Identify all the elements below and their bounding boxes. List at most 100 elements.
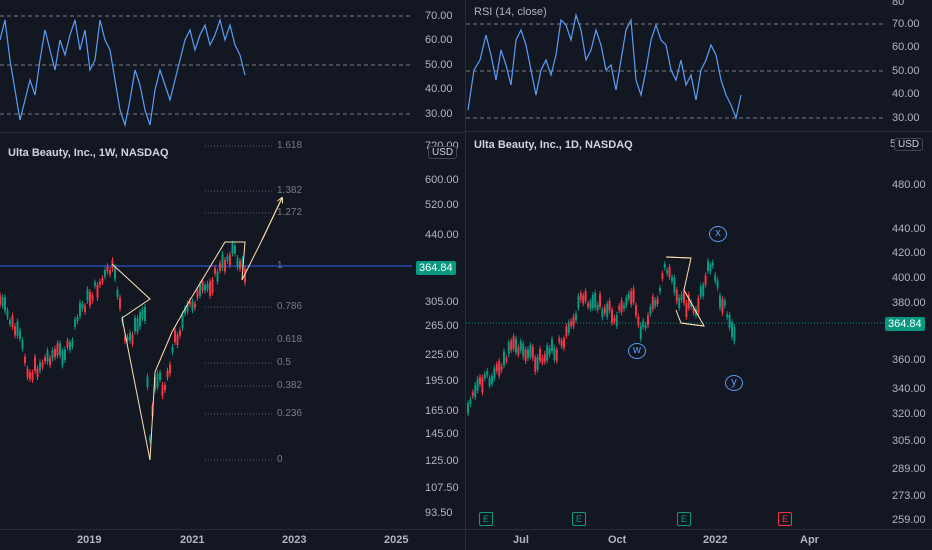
left-pane-separator[interactable] bbox=[0, 132, 465, 133]
candle-body bbox=[44, 357, 46, 362]
candle-body bbox=[649, 306, 652, 315]
right-chart-canvas bbox=[466, 12, 884, 417]
candle-body bbox=[522, 343, 525, 357]
candle-body bbox=[31, 372, 34, 380]
candle-body bbox=[644, 325, 647, 329]
candle-body bbox=[608, 300, 611, 311]
right-rsi-tick: 60.00 bbox=[892, 41, 920, 53]
right-price-tick: 320.00 bbox=[892, 408, 926, 420]
candle-body bbox=[186, 303, 189, 312]
candle-body bbox=[702, 285, 705, 296]
candle-body bbox=[714, 275, 717, 282]
candle-body bbox=[651, 296, 654, 309]
candle-body bbox=[129, 332, 131, 341]
pane-divider[interactable] bbox=[465, 0, 466, 550]
earnings-marker-upcoming[interactable]: E bbox=[778, 512, 792, 526]
right-currency-button[interactable]: USD bbox=[894, 138, 924, 151]
right-chart-pane[interactable]: RSI (14, close) Ulta Beauty, Inc., 1D, N… bbox=[466, 0, 932, 550]
candle-body bbox=[109, 270, 111, 275]
candle-body bbox=[474, 384, 477, 398]
candle-body bbox=[194, 303, 196, 308]
right-candlesticks bbox=[467, 258, 736, 417]
left-price-tick: 225.00 bbox=[425, 349, 459, 361]
right-price-tick: 5 bbox=[890, 138, 896, 150]
candle-body bbox=[141, 309, 144, 319]
candle-body bbox=[584, 291, 587, 301]
right-pane-separator[interactable] bbox=[466, 131, 932, 132]
candle-body bbox=[21, 340, 24, 349]
left-chart-pane[interactable]: Ulta Beauty, Inc., 1W, NASDAQ 70.00 60.0… bbox=[0, 0, 465, 550]
candle-body bbox=[599, 294, 601, 308]
earnings-marker[interactable]: E bbox=[479, 512, 493, 526]
right-price-tick: 273.00 bbox=[892, 490, 926, 502]
left-price-tag: 364.84 bbox=[416, 261, 456, 275]
earnings-marker[interactable]: E bbox=[572, 512, 586, 526]
candle-body bbox=[86, 289, 89, 301]
right-time-tick: Oct bbox=[608, 534, 627, 546]
candle-body bbox=[687, 294, 690, 308]
candle-body bbox=[134, 317, 136, 332]
candle-body bbox=[54, 348, 56, 358]
candle-body bbox=[707, 261, 709, 271]
left-price-tick: 195.00 bbox=[425, 375, 459, 387]
candle-body bbox=[558, 338, 561, 342]
candle-body bbox=[680, 294, 683, 300]
candle-body bbox=[14, 326, 16, 336]
candle-body bbox=[161, 385, 164, 397]
candle-body bbox=[690, 301, 693, 307]
candle-body bbox=[613, 317, 616, 322]
candle-body bbox=[196, 289, 199, 298]
candle-body bbox=[579, 293, 582, 300]
candle-body bbox=[219, 263, 221, 271]
candle-body bbox=[176, 334, 179, 345]
candle-body bbox=[536, 356, 539, 370]
candle-body bbox=[59, 343, 61, 356]
candle-body bbox=[620, 300, 623, 313]
candle-body bbox=[632, 288, 635, 303]
right-rsi-tick: 30.00 bbox=[892, 112, 920, 124]
candle-body bbox=[6, 310, 9, 317]
candle-body bbox=[181, 314, 184, 329]
candle-body bbox=[171, 347, 174, 353]
candle-body bbox=[244, 268, 246, 283]
candle-body bbox=[726, 314, 729, 318]
candle-body bbox=[692, 308, 695, 313]
candle-body bbox=[224, 259, 226, 272]
left-price-tick: 125.00 bbox=[425, 455, 459, 467]
candle-body bbox=[169, 364, 171, 374]
candle-body bbox=[733, 327, 736, 342]
candle-body bbox=[139, 312, 141, 327]
left-price-tick: 520.00 bbox=[425, 199, 459, 211]
candle-body bbox=[19, 330, 21, 339]
candle-body bbox=[4, 297, 6, 311]
candle-body bbox=[24, 356, 26, 364]
candle-body bbox=[589, 301, 592, 309]
candle-body bbox=[471, 392, 474, 396]
candle-body bbox=[572, 316, 575, 327]
candle-body bbox=[671, 277, 673, 282]
candle-body bbox=[623, 305, 625, 309]
candle-body bbox=[699, 286, 702, 297]
left-rsi-tick: 40.00 bbox=[425, 83, 453, 95]
fib-level-label: 0.382 bbox=[277, 380, 303, 391]
wave-label-y[interactable]: y bbox=[725, 375, 743, 391]
candle-body bbox=[500, 366, 503, 370]
candle-body bbox=[663, 264, 666, 268]
candle-body bbox=[159, 372, 161, 380]
candle-body bbox=[116, 289, 119, 297]
candle-body bbox=[34, 357, 36, 372]
left-rsi-tick: 30.00 bbox=[425, 108, 453, 120]
earnings-marker[interactable]: E bbox=[677, 512, 691, 526]
wave-label-w[interactable]: w bbox=[628, 343, 646, 359]
candle-body bbox=[675, 290, 678, 302]
candle-body bbox=[601, 309, 604, 318]
candle-body bbox=[124, 337, 126, 342]
fib-level-label: 1 bbox=[277, 260, 283, 271]
candle-body bbox=[211, 279, 214, 293]
candle-body bbox=[627, 293, 630, 299]
left-currency-button[interactable]: USD bbox=[428, 146, 458, 159]
right-rsi-tick: 50.00 bbox=[892, 65, 920, 77]
candle-body bbox=[231, 243, 234, 254]
fib-level-label: 0.5 bbox=[277, 357, 291, 368]
wave-label-x[interactable]: x bbox=[709, 226, 727, 242]
